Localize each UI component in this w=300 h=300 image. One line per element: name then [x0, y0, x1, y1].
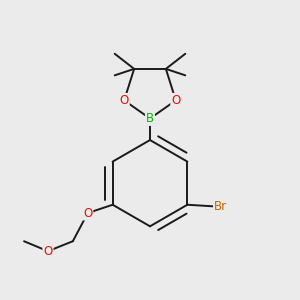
Text: O: O [171, 94, 180, 107]
Text: B: B [146, 112, 154, 125]
Text: O: O [83, 206, 92, 220]
Text: Br: Br [214, 200, 227, 213]
Text: O: O [120, 94, 129, 107]
Text: O: O [43, 245, 52, 258]
